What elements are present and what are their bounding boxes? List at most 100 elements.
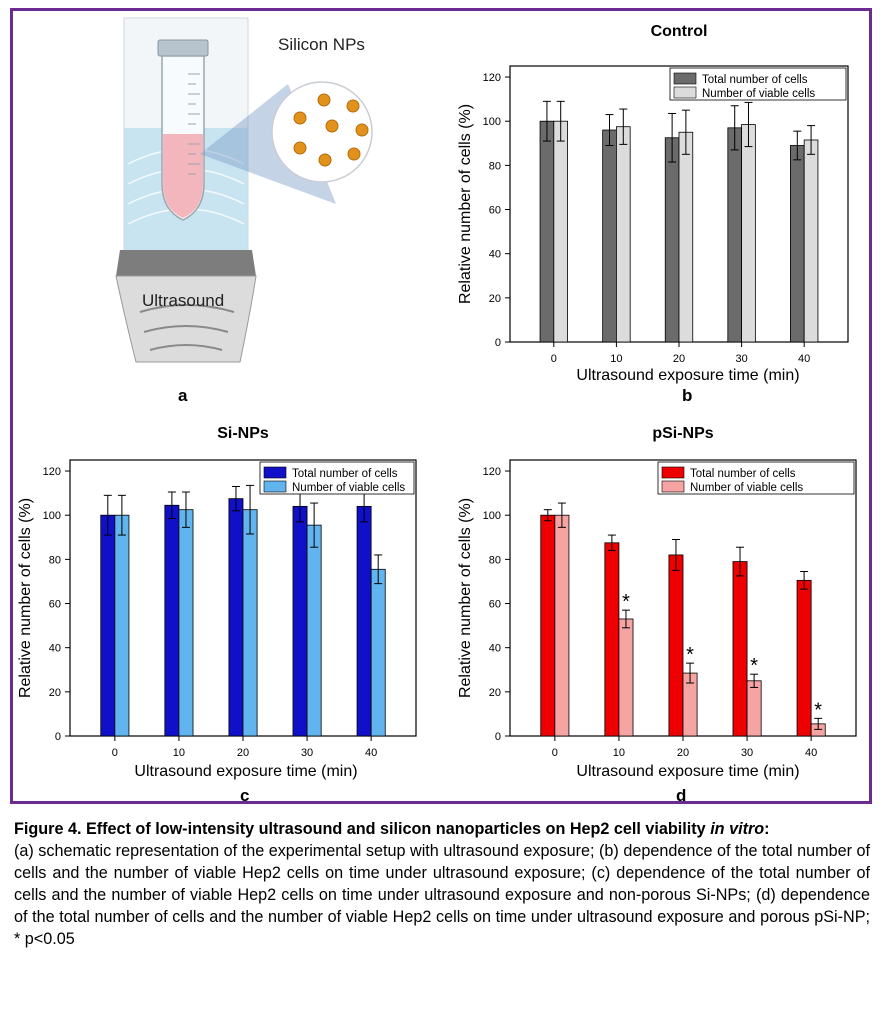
x-tick-label: 30 <box>301 747 313 759</box>
significance-mark: * <box>686 644 694 666</box>
bar <box>790 145 805 343</box>
chart-legend: Total number of cells Number of viable ce… <box>657 461 855 495</box>
bar <box>554 514 570 737</box>
x-tick-label: 40 <box>365 747 377 759</box>
panel-letter-a: a <box>178 386 188 405</box>
x-axis-label: Ultrasound exposure time (min) <box>576 367 799 384</box>
legend-swatch <box>661 466 685 479</box>
bar <box>746 680 762 737</box>
schematic-illustration: Silicon NPs Ultrasound <box>115 17 373 363</box>
chart-title: pSi-NPs <box>652 425 713 442</box>
significance-mark: * <box>622 591 630 613</box>
y-tick-label: 40 <box>489 643 501 655</box>
bar <box>164 504 180 737</box>
bar <box>727 127 742 343</box>
y-tick-label: 100 <box>483 116 501 128</box>
caption-title: Figure 4. Effect of low-intensity ultras… <box>14 820 770 838</box>
bar <box>539 120 555 343</box>
y-tick-label: 0 <box>495 731 501 743</box>
y-tick-label: 80 <box>49 554 61 566</box>
bar <box>618 618 634 737</box>
ultrasound-label: Ultrasound <box>142 291 224 310</box>
legend-box <box>657 461 855 495</box>
y-tick-label: 60 <box>489 205 501 217</box>
bar <box>292 505 308 737</box>
x-axis-label: Ultrasound exposure time (min) <box>576 763 799 780</box>
y-tick-label: 80 <box>489 160 501 172</box>
legend-swatch <box>263 466 287 479</box>
figure-caption: Figure 4. Effect of low-intensity ultras… <box>14 818 870 950</box>
legend-label: Total number of cells <box>702 74 808 86</box>
y-axis-label: Relative number of cells (%) <box>457 104 474 304</box>
tube-liquid <box>163 134 203 218</box>
y-tick-label: 20 <box>49 687 61 699</box>
y-tick-label: 120 <box>483 466 501 478</box>
y-axis-label: Relative number of cells (%) <box>17 498 34 698</box>
x-tick-label: 20 <box>673 353 685 365</box>
legend-label: Total number of cells <box>690 468 796 480</box>
significance-mark: * <box>814 699 822 721</box>
bar <box>664 137 680 343</box>
chart-legend: Total number of cells Number of viable ce… <box>669 67 847 101</box>
bar <box>616 126 631 343</box>
x-axis-label: Ultrasound exposure time (min) <box>134 763 357 780</box>
bar <box>732 561 748 737</box>
legend-label: Number of viable cells <box>702 88 815 100</box>
x-tick-label: 0 <box>112 747 118 759</box>
y-tick-label: 40 <box>489 249 501 261</box>
x-tick-label: 10 <box>610 353 622 365</box>
bar <box>741 124 756 343</box>
y-tick-label: 120 <box>43 466 61 478</box>
y-tick-label: 100 <box>43 510 61 522</box>
legend-swatch <box>673 72 697 85</box>
bar <box>796 579 812 737</box>
bar <box>540 514 556 737</box>
bar <box>668 554 684 737</box>
x-tick-label: 10 <box>173 747 185 759</box>
legend-swatch <box>661 480 685 493</box>
caption-body: (a) schematic representation of the expe… <box>14 842 870 948</box>
y-tick-label: 0 <box>495 337 501 349</box>
bar <box>114 514 130 737</box>
ultrasound-device <box>115 250 257 363</box>
x-tick-label: 0 <box>552 747 558 759</box>
bar <box>604 542 620 737</box>
y-tick-label: 40 <box>49 643 61 655</box>
y-tick-label: 20 <box>489 293 501 305</box>
bar <box>306 524 322 737</box>
silicon-nps-label: Silicon NPs <box>278 35 365 54</box>
legend-swatch <box>263 480 287 493</box>
significance-mark: * <box>750 655 758 677</box>
bar <box>678 131 694 343</box>
bar <box>228 498 244 737</box>
y-tick-label: 100 <box>483 510 501 522</box>
chart-control: Control 0 20 40 60 80 100 120 Relative number of… <box>457 23 849 384</box>
y-axis-label: Relative number of cells (%) <box>457 498 474 698</box>
panel-letter-d: d <box>676 786 687 805</box>
y-tick-label: 120 <box>483 72 501 84</box>
panel-letter-c: c <box>240 786 250 805</box>
x-tick-label: 10 <box>613 747 625 759</box>
legend-label: Total number of cells <box>292 468 398 480</box>
x-tick-label: 40 <box>798 353 810 365</box>
legend-label: Number of viable cells <box>690 482 803 494</box>
bar <box>803 139 819 343</box>
x-tick-label: 20 <box>677 747 689 759</box>
y-tick-label: 0 <box>55 731 61 743</box>
chart-title: Si-NPs <box>217 425 269 442</box>
bar <box>602 129 617 343</box>
legend-swatch <box>673 86 697 99</box>
y-tick-label: 60 <box>49 599 61 611</box>
chart-title: Control <box>651 23 708 40</box>
x-tick-label: 20 <box>237 747 249 759</box>
bar <box>356 505 372 737</box>
bar <box>178 509 194 737</box>
x-tick-label: 40 <box>805 747 817 759</box>
bar <box>553 120 568 343</box>
test-tube <box>157 39 209 221</box>
legend-label: Number of viable cells <box>292 482 405 494</box>
x-tick-label: 30 <box>741 747 753 759</box>
y-tick-label: 60 <box>489 599 501 611</box>
